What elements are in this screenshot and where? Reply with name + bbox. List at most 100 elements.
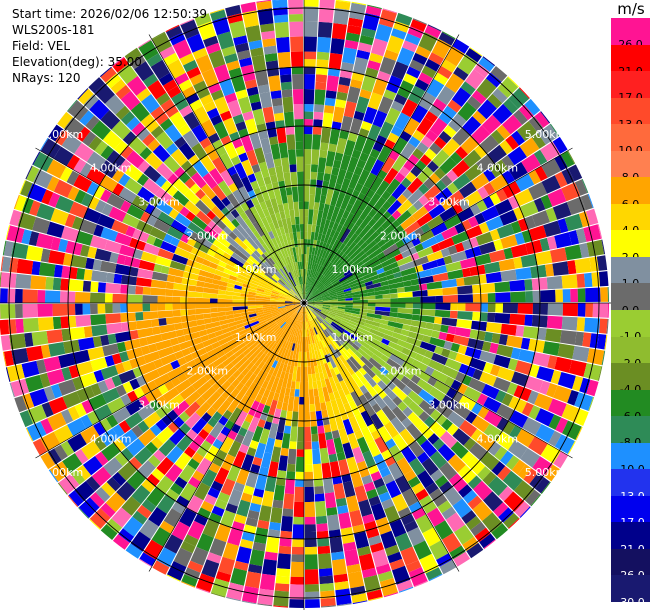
velocity-gate	[184, 412, 201, 429]
velocity-gate	[305, 261, 309, 270]
velocity-gate	[322, 320, 330, 327]
velocity-gate	[322, 307, 330, 310]
velocity-gate	[527, 390, 539, 405]
velocity-gate	[515, 325, 525, 337]
velocity-gate	[80, 425, 100, 445]
velocity-gate	[169, 260, 186, 271]
velocity-gate	[391, 100, 404, 112]
velocity-gate	[557, 218, 569, 234]
velocity-gate	[106, 477, 121, 492]
velocity-gate	[419, 154, 432, 166]
velocity-gate	[464, 190, 483, 207]
velocity-gate	[254, 442, 267, 459]
velocity-gate	[415, 434, 428, 446]
velocity-gate	[268, 230, 275, 240]
velocity-gate	[120, 284, 129, 294]
velocity-gate	[135, 312, 144, 321]
velocity-gate	[582, 332, 592, 348]
velocity-gate	[419, 341, 437, 353]
velocity-gate	[284, 284, 296, 296]
velocity-gate	[402, 188, 413, 199]
velocity-gate	[342, 210, 350, 220]
velocity-gate	[343, 402, 355, 419]
velocity-gate	[387, 321, 404, 329]
velocity-gate	[191, 124, 208, 143]
velocity-gate	[347, 375, 360, 391]
velocity-gate	[330, 259, 342, 273]
velocity-gate	[307, 224, 312, 240]
velocity-gate	[337, 346, 349, 361]
velocity-gate	[320, 322, 327, 330]
velocity-gate	[457, 101, 477, 122]
velocity-gate	[525, 376, 544, 393]
velocity-gate	[251, 280, 260, 286]
velocity-gate	[360, 295, 376, 300]
velocity-gate	[540, 141, 561, 162]
velocity-gate	[321, 309, 329, 314]
velocity-gate	[250, 47, 264, 57]
velocity-gate	[190, 247, 207, 259]
velocity-gate	[278, 235, 284, 244]
range-label: 3.00km	[138, 399, 180, 412]
velocity-gate	[529, 472, 544, 489]
velocity-gate	[323, 477, 334, 494]
velocity-gate	[354, 227, 363, 236]
velocity-gate	[170, 376, 182, 387]
velocity-gate	[378, 491, 391, 503]
velocity-gate	[452, 173, 471, 190]
velocity-gate	[322, 297, 338, 301]
velocity-gate	[114, 140, 128, 155]
velocity-gate	[218, 335, 234, 346]
velocity-gate	[295, 314, 301, 329]
colorbar-segment	[611, 283, 650, 311]
velocity-gate	[309, 328, 315, 344]
velocity-gate	[192, 470, 205, 482]
velocity-gate	[330, 190, 340, 207]
velocity-gate	[304, 89, 315, 105]
velocity-gate	[288, 291, 295, 297]
velocity-gate	[400, 215, 417, 230]
velocity-gate	[208, 49, 226, 69]
velocity-gate	[111, 375, 123, 387]
velocity-gate	[376, 267, 385, 275]
velocity-gate	[259, 201, 268, 211]
velocity-gate	[216, 248, 225, 256]
velocity-gate	[322, 295, 338, 300]
velocity-gate	[499, 140, 513, 155]
velocity-gate	[437, 500, 452, 514]
velocity-gate	[145, 388, 163, 404]
velocity-gate	[281, 325, 291, 339]
velocity-gate	[82, 456, 103, 476]
velocity-gate	[232, 114, 245, 125]
velocity-gate	[426, 507, 446, 527]
velocity-gate	[277, 553, 291, 570]
velocity-gate	[184, 390, 201, 406]
velocity-gate	[335, 0, 351, 11]
velocity-gate	[503, 491, 525, 512]
velocity-gate	[328, 52, 343, 70]
velocity-gate	[338, 335, 346, 343]
velocity-gate	[90, 281, 99, 293]
velocity-gate	[231, 342, 247, 354]
velocity-gate	[305, 314, 308, 322]
velocity-gate	[387, 199, 402, 215]
velocity-gate	[343, 287, 352, 293]
velocity-gate	[85, 115, 100, 131]
velocity-gate	[363, 372, 372, 382]
range-label: 3.00km	[428, 399, 470, 412]
velocity-gate	[61, 328, 71, 342]
velocity-gate	[201, 386, 217, 402]
velocity-gate	[525, 489, 541, 506]
velocity-gate	[353, 253, 368, 266]
velocity-gate	[181, 574, 198, 587]
velocity-gate	[493, 354, 511, 369]
velocity-gate	[513, 480, 535, 501]
azimuth-line	[35, 147, 305, 304]
velocity-gate	[203, 313, 212, 319]
velocity-gate	[81, 400, 94, 414]
velocity-gate	[382, 210, 392, 221]
velocity-gate	[308, 321, 311, 329]
velocity-gate	[346, 563, 361, 574]
velocity-gate	[439, 462, 458, 481]
velocity-gate	[259, 428, 270, 445]
